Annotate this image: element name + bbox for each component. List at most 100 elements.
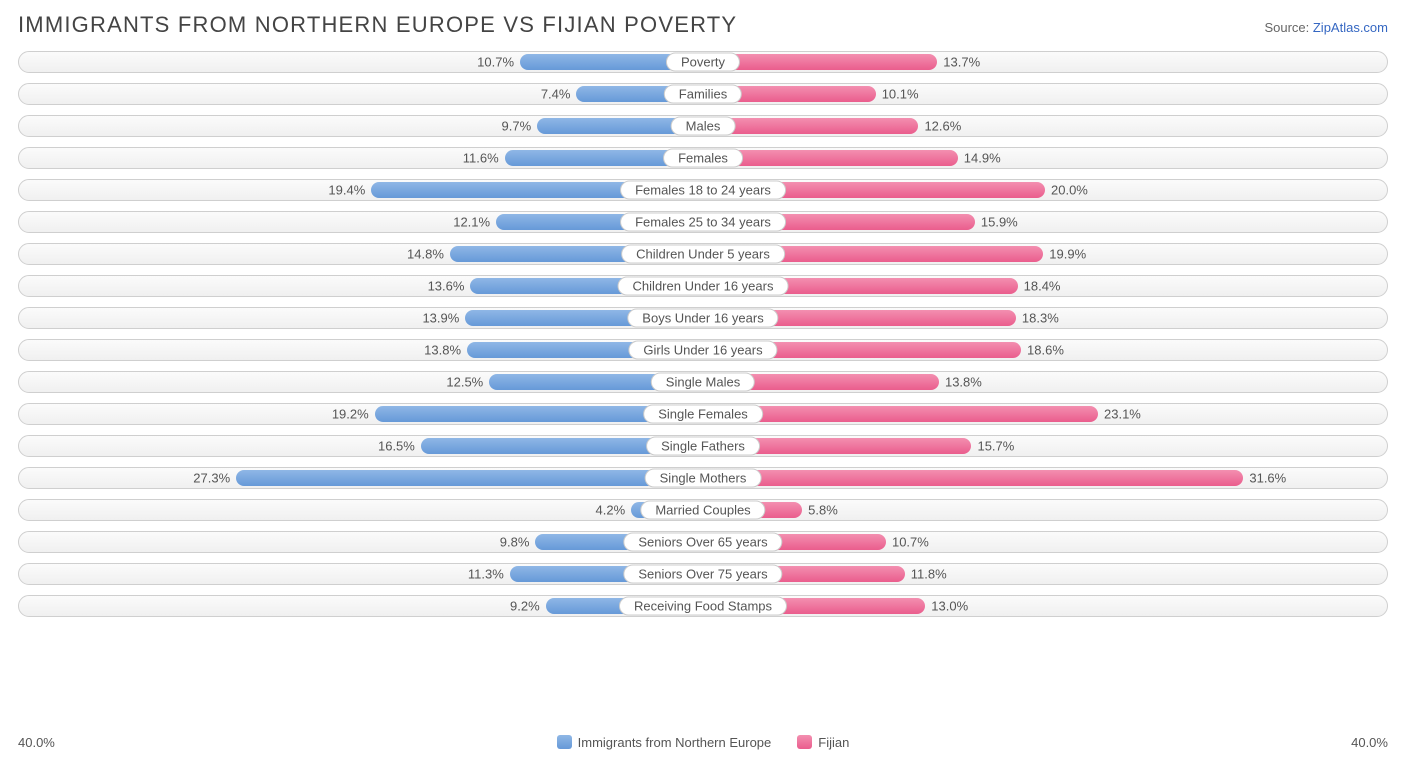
source-prefix: Source: [1264,20,1312,35]
chart-track: 4.2% 5.8% Married Couples [18,499,1388,521]
legend-item-left: Immigrants from Northern Europe [557,735,772,750]
value-label-left: 13.8% [424,343,461,358]
value-label-right: 19.9% [1049,247,1086,262]
chart-row: 11.3% 11.8% Seniors Over 75 years [18,562,1388,586]
category-label: Children Under 16 years [618,277,789,296]
category-label: Poverty [666,53,740,72]
value-label-right: 10.1% [882,87,919,102]
chart-row: 19.2% 23.1% Single Females [18,402,1388,426]
category-label: Children Under 5 years [621,245,785,264]
value-label-left: 4.2% [596,503,626,518]
value-label-left: 11.3% [468,567,504,582]
chart-track: 9.8%10.7%Seniors Over 65 years [18,531,1388,553]
chart-track: 12.5% 13.8% Single Males [18,371,1388,393]
category-label: Receiving Food Stamps [619,597,787,616]
chart-track: 12.1%15.9%Females 25 to 34 years [18,211,1388,233]
legend-label-right: Fijian [818,735,849,750]
chart-row: 16.5% 15.7% Single Fathers [18,434,1388,458]
value-label-left: 7.4% [541,87,571,102]
value-label-right: 14.9% [964,151,1001,166]
chart-row: 13.6% 18.4% Children Under 16 years [18,274,1388,298]
chart-row: 4.2% 5.8% Married Couples [18,498,1388,522]
value-label-left: 12.5% [446,375,483,390]
chart-track: 16.5% 15.7% Single Fathers [18,435,1388,457]
chart-track: 13.8% 18.6% Girls Under 16 years [18,339,1388,361]
chart-row: 11.6% 14.9% Females [18,146,1388,170]
chart-track: 13.6% 18.4% Children Under 16 years [18,275,1388,297]
category-label: Girls Under 16 years [628,341,777,360]
legend: Immigrants from Northern Europe Fijian [557,735,850,750]
category-label: Single Fathers [646,437,760,456]
chart-row: 7.4% 10.1% Families [18,82,1388,106]
chart-track: 11.6% 14.9% Females [18,147,1388,169]
value-label-right: 31.6% [1249,471,1286,486]
value-label-left: 9.7% [502,119,532,134]
chart-track: 13.9% 18.3% Boys Under 16 years [18,307,1388,329]
footer: 40.0% Immigrants from Northern Europe Fi… [18,729,1388,750]
category-label: Females [663,149,743,168]
chart-row: 27.3%31.6%Single Mothers [18,466,1388,490]
value-label-left: 13.9% [422,311,459,326]
value-label-right: 11.8% [911,567,947,582]
category-label: Females 25 to 34 years [620,213,786,232]
value-label-left: 10.7% [477,55,514,70]
category-label: Single Males [651,373,755,392]
chart-title: IMMIGRANTS FROM NORTHERN EUROPE VS FIJIA… [18,12,737,38]
chart-container: IMMIGRANTS FROM NORTHERN EUROPE VS FIJIA… [0,0,1406,758]
axis-max-right: 40.0% [1351,735,1388,750]
value-label-right: 5.8% [808,503,838,518]
value-label-right: 15.7% [977,439,1014,454]
value-label-left: 16.5% [378,439,415,454]
category-label: Married Couples [640,501,765,520]
chart-track: 14.8% 19.9% Children Under 5 years [18,243,1388,265]
bar-left [236,470,703,486]
value-label-left: 19.4% [328,183,365,198]
source-link[interactable]: ZipAtlas.com [1313,20,1388,35]
value-label-left: 9.8% [500,535,530,550]
category-label: Single Females [643,405,763,424]
value-label-right: 12.6% [924,119,961,134]
value-label-right: 23.1% [1104,407,1141,422]
value-label-left: 9.2% [510,599,540,614]
value-label-left: 12.1% [453,215,490,230]
chart-track: 19.2% 23.1% Single Females [18,403,1388,425]
chart-track: 19.4%20.0%Females 18 to 24 years [18,179,1388,201]
value-label-right: 10.7% [892,535,929,550]
category-label: Families [664,85,742,104]
value-label-right: 18.6% [1027,343,1064,358]
chart-row: 9.8%10.7%Seniors Over 65 years [18,530,1388,554]
chart-track: 7.4% 10.1% Families [18,83,1388,105]
chart-row: 14.8% 19.9% Children Under 5 years [18,242,1388,266]
chart-track: 9.2% 13.0% Receiving Food Stamps [18,595,1388,617]
chart-row: 10.7% 13.7% Poverty [18,50,1388,74]
chart-row: 13.9% 18.3% Boys Under 16 years [18,306,1388,330]
header: IMMIGRANTS FROM NORTHERN EUROPE VS FIJIA… [18,12,1388,38]
value-label-left: 11.6% [463,151,499,166]
chart-row: 12.1%15.9%Females 25 to 34 years [18,210,1388,234]
chart-area: 10.7% 13.7% Poverty 7.4% 10.1% Families 9.7% 12… [18,38,1388,729]
legend-swatch-left [557,735,572,749]
value-label-left: 27.3% [193,471,230,486]
chart-row: 9.2% 13.0% Receiving Food Stamps [18,594,1388,618]
category-label: Males [671,117,736,136]
chart-track: 27.3%31.6%Single Mothers [18,467,1388,489]
value-label-right: 13.8% [945,375,982,390]
source-attribution: Source: ZipAtlas.com [1264,20,1388,35]
chart-row: 9.7% 12.6% Males [18,114,1388,138]
category-label: Boys Under 16 years [627,309,778,328]
value-label-left: 13.6% [428,279,465,294]
value-label-right: 18.4% [1024,279,1061,294]
value-label-right: 13.0% [931,599,968,614]
category-label: Seniors Over 75 years [623,565,782,584]
chart-track: 10.7% 13.7% Poverty [18,51,1388,73]
chart-track: 11.3% 11.8% Seniors Over 75 years [18,563,1388,585]
bar-right [703,470,1243,486]
legend-swatch-right [797,735,812,749]
chart-row: 12.5% 13.8% Single Males [18,370,1388,394]
value-label-right: 13.7% [943,55,980,70]
value-label-left: 19.2% [332,407,369,422]
value-label-right: 20.0% [1051,183,1088,198]
value-label-right: 18.3% [1022,311,1059,326]
value-label-left: 14.8% [407,247,444,262]
chart-track: 9.7% 12.6% Males [18,115,1388,137]
